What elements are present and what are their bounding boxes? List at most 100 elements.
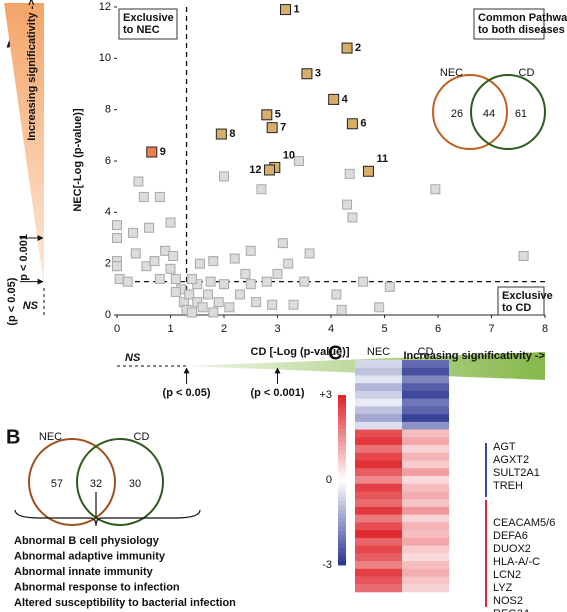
- venn-set: [76, 438, 164, 526]
- heatmap-cell: [355, 561, 402, 570]
- heatmap-cell: [402, 537, 449, 546]
- data-point: [208, 256, 219, 267]
- data-point: [358, 276, 369, 287]
- data-point: [192, 279, 203, 290]
- data-point: [154, 191, 165, 202]
- heatmap-cell: [402, 514, 449, 523]
- heatmap-cell: [402, 476, 449, 485]
- column-label: NEC: [367, 346, 390, 358]
- colorbar-tick-label: -3: [322, 559, 332, 571]
- annotation: to NEC: [123, 24, 160, 36]
- data-point: [331, 289, 342, 300]
- colorbar-step: [338, 539, 346, 545]
- colorbar-step: [338, 412, 346, 417]
- colorbar-step: [338, 484, 346, 489]
- heatmap-cell: [355, 537, 402, 546]
- colorbar-step: [338, 480, 346, 485]
- significance-gradient: [4, 3, 44, 285]
- data-point: [168, 250, 179, 261]
- heatmap-cell: [355, 553, 402, 562]
- colorbar-step: [338, 395, 346, 400]
- annotation: Common Pathways: [478, 12, 567, 24]
- data-point: [128, 227, 139, 238]
- gene-label: DUOX2: [493, 543, 531, 555]
- data-point: [267, 299, 278, 310]
- heatmap-cell: [402, 584, 449, 593]
- significance-label: Increasing significativity ->: [26, 0, 38, 141]
- point-label: 9: [160, 146, 166, 158]
- heatmap-cell: [402, 383, 449, 392]
- data-point: [342, 199, 353, 210]
- colorbar-step: [338, 437, 346, 443]
- point-label: 6: [360, 118, 366, 130]
- data-point: [219, 279, 229, 290]
- data-point: [299, 276, 310, 287]
- heatmap-cell: [402, 491, 449, 500]
- data-point: [122, 276, 133, 287]
- y-tick-label: 0: [105, 309, 111, 321]
- column-label: CD: [418, 346, 434, 358]
- x-tick-label: 4: [328, 323, 334, 335]
- data-point: [374, 302, 385, 313]
- point-label: 7: [280, 122, 286, 134]
- colorbar-step: [338, 548, 346, 553]
- colorbar-step: [338, 552, 346, 557]
- heatmap-cell: [402, 421, 449, 430]
- panel-letter: C: [328, 342, 342, 364]
- colorbar-step: [338, 514, 346, 519]
- data-point: [149, 256, 160, 267]
- data-point: [112, 220, 122, 231]
- item: Altered susceptibility to bacterial infe…: [14, 597, 236, 609]
- heatmap-cell: [355, 452, 402, 461]
- heatmap-cell: [355, 483, 402, 492]
- data-point: [184, 289, 195, 300]
- heatmap-cell: [355, 383, 402, 392]
- heatmap-cell: [355, 522, 402, 531]
- data-point: [256, 184, 267, 195]
- data-point: [186, 274, 197, 285]
- colorbar-step: [338, 467, 346, 472]
- colorbar-step: [338, 424, 346, 430]
- heatmap-cell: [355, 576, 402, 585]
- heatmap-cell: [402, 367, 449, 376]
- heatmap-cell: [402, 561, 449, 570]
- heatmap-cell: [355, 445, 402, 454]
- item: Abnormal response to infection: [14, 581, 180, 593]
- colorbar-step: [338, 471, 346, 477]
- heatmap-cell: [355, 437, 402, 446]
- data-point: [170, 286, 181, 297]
- point-label: 5: [275, 109, 281, 121]
- data-point: [245, 245, 256, 256]
- x-tick-label: 6: [435, 323, 441, 335]
- venn-set: [470, 74, 546, 150]
- y-tick-label: 12: [99, 1, 111, 13]
- heatmap-cell: [402, 522, 449, 531]
- x-tick-label: 8: [542, 323, 548, 335]
- point-label: 11: [376, 153, 388, 165]
- significance-marker: p < 0.001: [18, 234, 30, 281]
- colorbar-step: [338, 509, 346, 515]
- y-tick-label: 4: [105, 206, 111, 218]
- venn-set-label: CD: [519, 67, 535, 79]
- heatmap-cell: [402, 414, 449, 423]
- x-tick-label: 7: [488, 323, 494, 335]
- heatmap-cell: [355, 390, 402, 399]
- heatmap-cell: [402, 437, 449, 446]
- significance-label: Increasing significativity ->: [403, 350, 545, 362]
- data-point: [208, 307, 219, 318]
- x-tick-label: 1: [167, 323, 173, 335]
- gene-label: TREH: [493, 480, 523, 492]
- colorbar-step: [338, 420, 346, 426]
- heatmap-cell: [355, 360, 402, 369]
- heatmap-cell: [402, 468, 449, 477]
- data-point: [186, 307, 197, 318]
- heatmap-cell: [402, 429, 449, 438]
- data-point: [240, 268, 251, 279]
- annotation-box: [473, 8, 545, 40]
- significance-marker: (p < 0.05): [6, 277, 18, 325]
- colorbar-step: [338, 526, 346, 532]
- data-point: [336, 304, 347, 315]
- annotation: Exclusive: [123, 12, 174, 24]
